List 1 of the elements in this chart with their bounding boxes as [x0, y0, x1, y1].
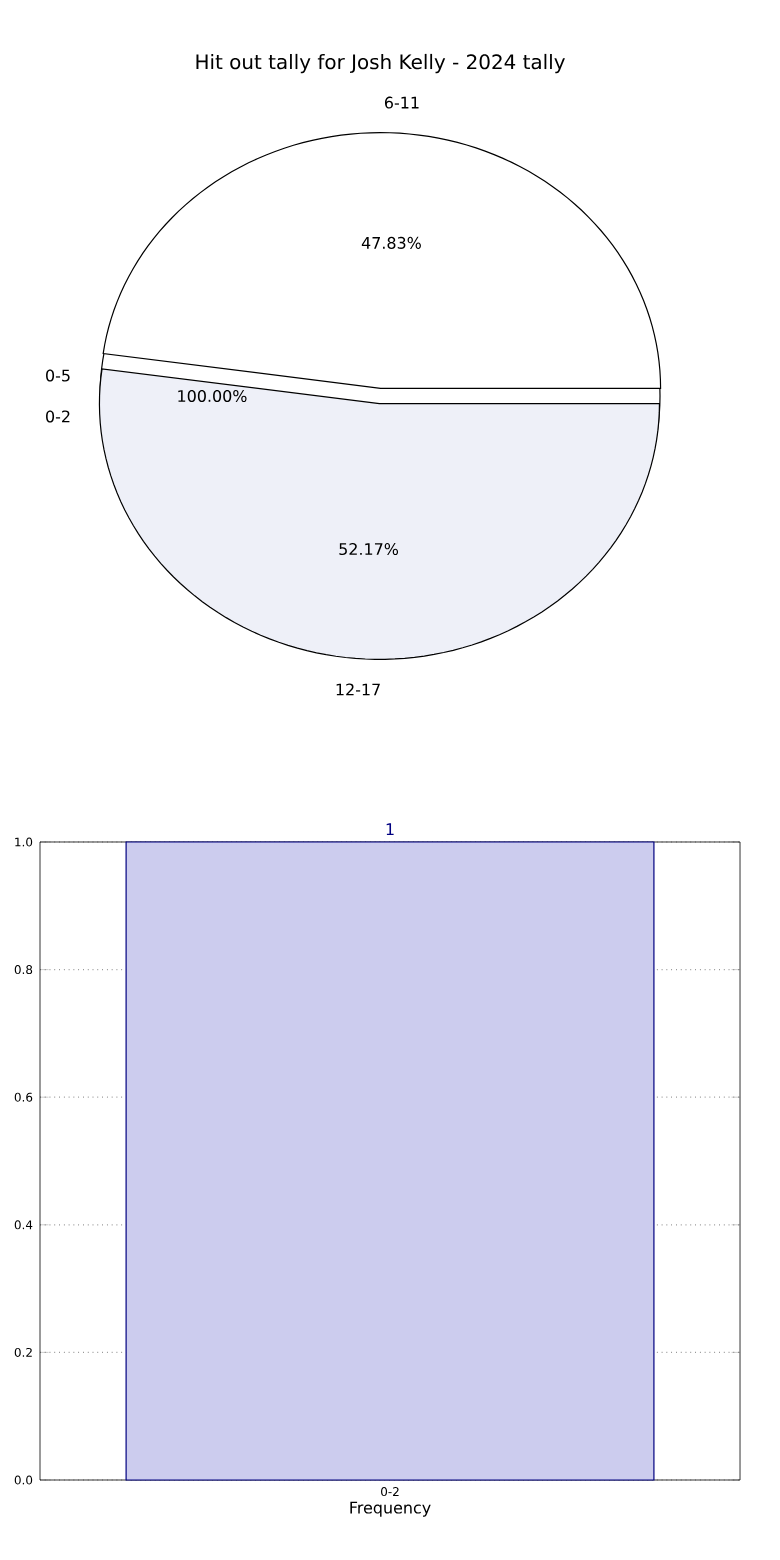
chart-title: Hit out tally for Josh Kelly - 2024 tally [196, 53, 565, 74]
